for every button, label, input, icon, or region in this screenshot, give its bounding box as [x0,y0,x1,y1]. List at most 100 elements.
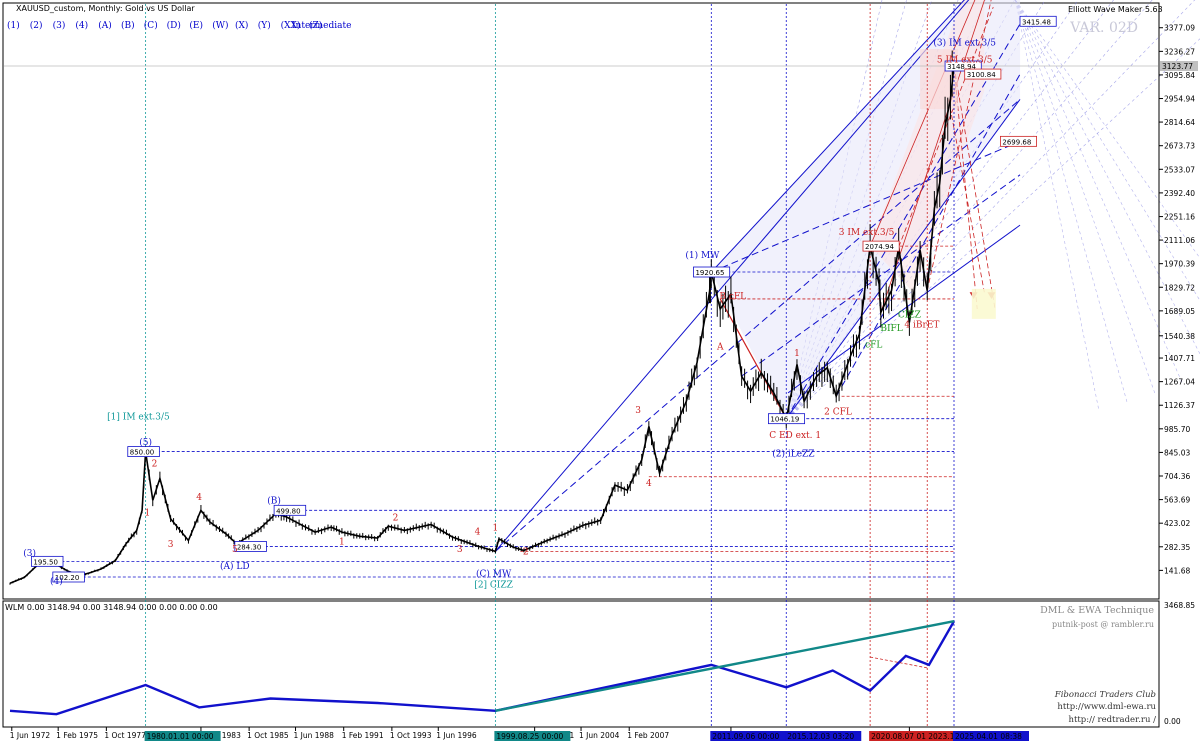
price-tag: 2074.94 [862,240,900,252]
wave-label: (A) LD [220,561,250,572]
time-highlight-label: 1999.08.25 00:00 [496,732,563,741]
price-axis-label: 1970.39 [1164,260,1195,269]
wave-label: BIFL [880,324,902,334]
brand-line-1: DML & EWA Technique [1040,605,1154,616]
channel-line [495,0,970,552]
price-axis-label: 3377.09 [1164,24,1195,33]
wave-label: 1 [794,349,800,359]
price-axis-label: 141.68 [1164,566,1190,575]
price-series [9,50,955,585]
price-tag-box [944,60,982,72]
price-axis-label: 282.35 [1164,543,1190,552]
footer-line-2[interactable]: http://www.dml-ewa.ru [1057,702,1156,712]
wave-degree-button[interactable]: (B) [121,20,135,31]
fib-fan-line [1015,0,1100,412]
wave-degree-button[interactable]: (1) [7,20,20,31]
wave-degree-button[interactable]: (2) [30,20,43,31]
wave-degree-button[interactable]: (D) [167,20,181,31]
wave-labels: (3) (4) [1] IM ext.3/5 (5) 2 1 3 4 5 (A) LD (B) 1 2 3… [23,38,996,591]
wave-label: 4 [646,479,652,489]
time-highlight-label: 2025.04.01 08:38 [955,732,1022,741]
time-highlight-label: 2023.10 [928,732,959,741]
wave-degree-button[interactable]: (A) [98,20,112,31]
price-tag: 2699.68 [999,135,1037,147]
wave-label: (B) [267,496,281,507]
time-highlight: 2015.12.03 03:20 [785,731,862,741]
price-tag-box [31,555,64,567]
wave-degree-button[interactable]: (Y) [258,20,271,31]
wave-label: 4 [475,528,481,538]
wave-label: 2 [393,513,399,523]
bear-line [948,99,985,293]
tool-name: Elliott Wave Maker 5.63 [1068,5,1163,14]
price-axis-label: 704.36 [1164,472,1190,481]
price-axis-label: 3095.84 [1164,71,1195,80]
price-tags: 195.50 102.20 850.00 284.30 499.80 1920.65 104… [31,15,1057,583]
price-tag-box [234,541,267,552]
channel-line [710,0,965,273]
indicator-series [9,620,956,716]
fib-fan-line [787,0,1153,419]
time-axis-label: 1 Feb 1975 [56,731,98,740]
wave-label: 2 CFL [824,408,852,418]
wave-degree-button[interactable]: (3) [53,20,66,31]
price-tag-box [862,240,900,252]
time-highlight-box [869,731,946,741]
wave-label: A [716,342,724,352]
bear-line [953,66,996,310]
channel-line [835,73,1021,397]
wave-label: 3 IM ext.3/5 [839,228,895,238]
time-axis-label: 1 Jun 1972 [10,731,51,740]
current-price-label: 3123.77 [1162,62,1193,71]
wave-label: C ED ext. 1 [769,431,821,441]
wave-label: 2 [152,460,158,470]
price-tag-text: 2074.94 [865,243,894,251]
price-axis-label: 3236.27 [1164,47,1195,56]
price-tag-text: 499.80 [276,507,301,515]
wave-label: 1 [145,508,151,518]
wave-degree-button[interactable]: (4) [75,20,88,31]
current-price-marker: 3123.77 [1160,61,1198,71]
indicator-trend-line [495,620,955,712]
price-tag-box [52,571,85,583]
wave-degree-button[interactable]: (C) [144,20,158,31]
wave-label: 1 [493,523,499,533]
price-axis-label: 2392.40 [1164,189,1195,198]
wave-label: 5 IM ext.3/5 [937,55,993,65]
wave-degree-button[interactable]: (W) [212,20,228,31]
brand-line-2: putnik-post @ rambler.ru [1052,620,1154,629]
wave-label: (1) MW [685,250,720,261]
time-highlight: 1999.08.25 00:00 [494,731,571,741]
time-axis-label: 1 Jun 2004 [579,731,620,740]
wave-degree-button[interactable]: (X) [235,20,248,31]
price-tag-text: 3100.84 [967,71,996,79]
var-label: VAR. 02D [1069,20,1138,36]
price-tag: 284.30 [234,541,267,552]
price-axis-label: 845.03 [1164,448,1190,457]
price-tag-box [964,68,1002,80]
degree-label[interactable]: Intermediate [292,21,351,31]
wave-label: (3) IM ext.3/5 [933,38,996,49]
price-axis-label: 423.02 [1164,519,1190,528]
price-tag-box [999,135,1037,147]
wave-label: [2] CIZZ [474,580,513,590]
time-highlight-box [144,731,221,741]
price-tag-box [768,413,806,425]
price-tag: 3415.48 [1019,15,1057,27]
wave-degree-button[interactable]: (Z) [309,20,322,31]
bear-line [719,298,787,419]
price-tag: 3100.84 [964,68,1002,80]
footer-line-3[interactable]: http:// redtrader.ru / [1068,715,1156,725]
price-tag-text: 284.30 [237,543,261,551]
channel-line [787,224,1021,394]
wave-label: 3 [635,406,641,416]
price-axis-label: 1126.37 [1164,401,1195,410]
price-tag-text: 3148.94 [947,63,976,71]
wave-degree-button[interactable]: (XX) [281,20,301,31]
wave-label: cFL [865,341,882,351]
wave-label: [1] IM ext.3/5 [107,413,170,423]
time-axis-label: 1 Feb 1991 [342,731,384,740]
wave-degree-button[interactable]: (E) [189,20,203,31]
price-tag: 102.20 [52,571,85,583]
wave-degree-buttons: (1) (2) (3) (4) (A) (B) (C) (D) (E) (W) (X) (Y) (XX)… [7,20,322,31]
